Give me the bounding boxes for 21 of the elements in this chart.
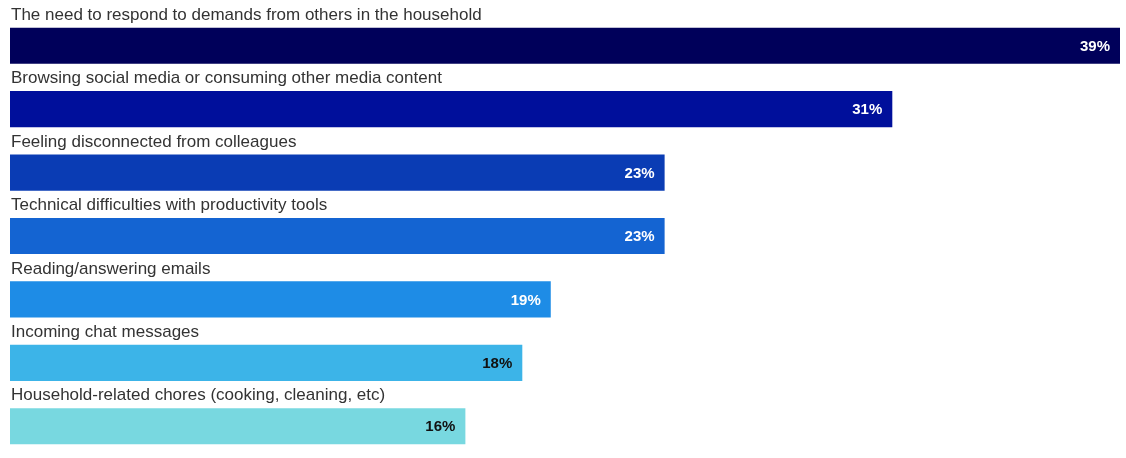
data-label: 23% xyxy=(624,227,655,245)
y-tick-label: Incoming chat messages xyxy=(11,321,200,341)
data-label: 19% xyxy=(510,290,541,308)
bar xyxy=(10,91,893,128)
y-tick-label: Browsing social media or consuming other media content xyxy=(11,68,443,88)
data-label: 16% xyxy=(425,417,456,435)
data-label: 23% xyxy=(624,163,655,181)
bar xyxy=(10,27,1120,64)
bar xyxy=(10,344,523,381)
bar xyxy=(10,408,466,445)
bar xyxy=(10,217,665,255)
y-tick-label: Technical difficulties with productivity tools xyxy=(11,195,328,215)
bar xyxy=(10,154,665,191)
y-tick-label: Feeling disconnected from colleagues xyxy=(11,131,297,151)
data-label: 18% xyxy=(482,354,513,371)
y-tick-label: Reading/answering emails xyxy=(11,258,211,278)
y-tick-label: The need to respond to demands from others in the household xyxy=(11,4,482,24)
y-tick-label: Household-related chores (cooking, cleaning, etc) xyxy=(11,385,386,405)
data-label: 39% xyxy=(1079,36,1110,54)
bar xyxy=(10,281,551,318)
data-label: 31% xyxy=(852,100,883,118)
